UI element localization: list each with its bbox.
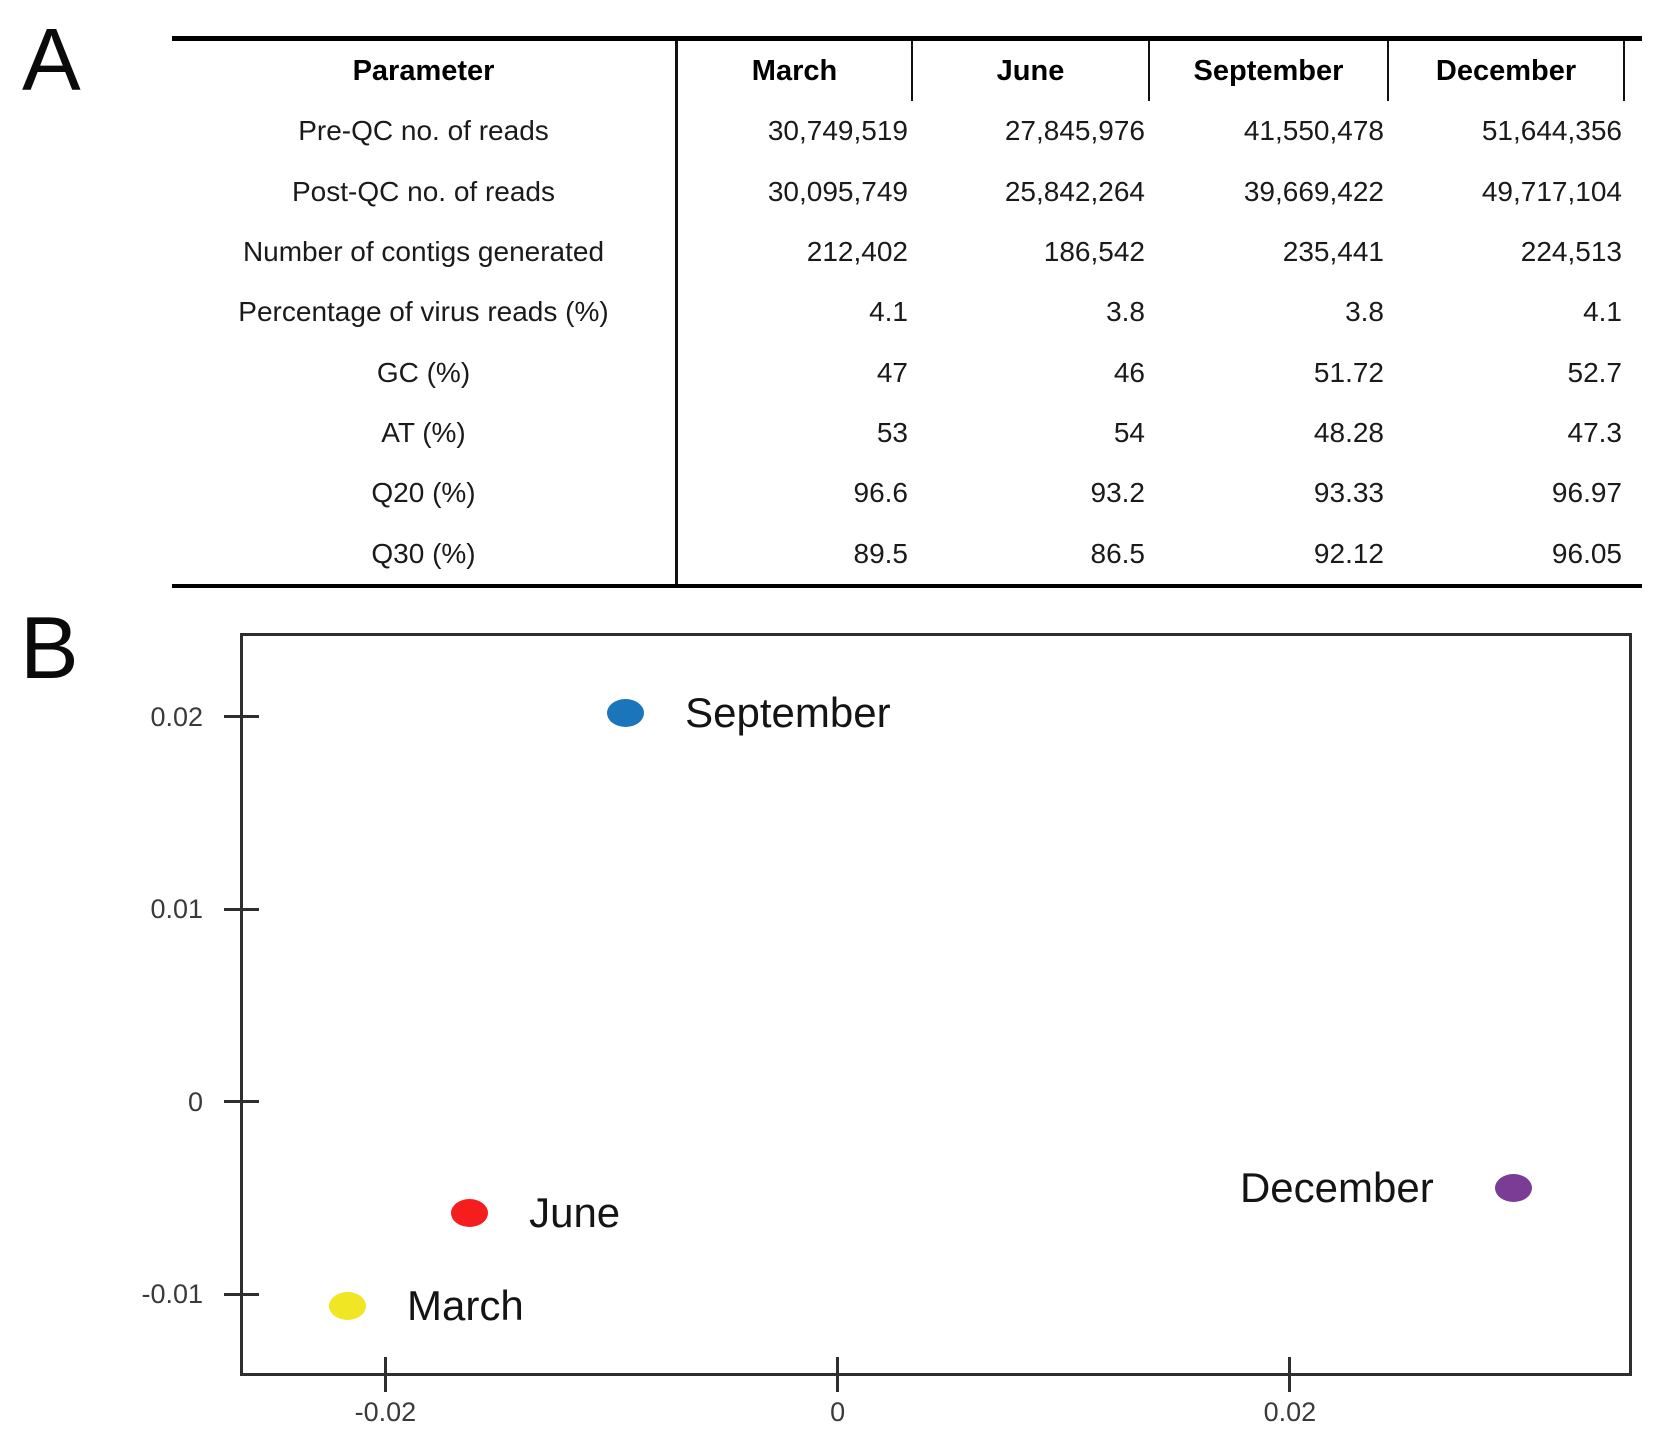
data-point-december	[1495, 1174, 1533, 1203]
header-stub	[1625, 41, 1642, 101]
table-cell: 96.97	[1551, 477, 1622, 509]
table-cell: 52.7	[1567, 356, 1623, 388]
table-cell: 30,749,519	[767, 115, 908, 147]
y-tick-label: 0	[187, 1086, 203, 1117]
table-cell: 46	[1113, 356, 1145, 388]
table-cell: 25,842,264	[1004, 175, 1145, 207]
y-tick	[224, 1100, 259, 1104]
data-point-june	[450, 1199, 488, 1228]
panel-a-label: A	[22, 10, 81, 109]
table-cell: 96.6	[853, 477, 909, 509]
table-cell: 27,845,976	[1004, 115, 1145, 147]
row-stub	[1625, 403, 1642, 463]
table-cell: 51.72	[1313, 356, 1384, 388]
row-label: GC (%)	[172, 342, 678, 403]
column-header: December	[1387, 41, 1625, 101]
table-cell: 48.28	[1313, 417, 1384, 449]
row-stub	[1625, 161, 1642, 221]
table-cell: 93.33	[1313, 477, 1384, 509]
row-stub	[1625, 343, 1642, 403]
y-tick	[224, 907, 259, 911]
table-cell: 49,717,104	[1481, 175, 1622, 207]
row-stub	[1625, 222, 1642, 282]
table-cell: 54	[1113, 417, 1145, 449]
data-point-march	[328, 1291, 366, 1320]
x-tick	[1288, 1357, 1292, 1392]
x-tick-label: 0	[830, 1397, 846, 1427]
table-cell: 235,441	[1282, 235, 1384, 267]
row-label: Q30 (%)	[172, 523, 678, 584]
point-label-december: December	[1239, 1164, 1434, 1212]
table-cell: 3.8	[1345, 296, 1384, 328]
table-cell: 3.8	[1106, 296, 1145, 328]
table-cell: 30,095,749	[767, 175, 908, 207]
y-tick	[224, 715, 259, 719]
table-cell: 4.1	[1583, 296, 1622, 328]
table-cell: 212,402	[806, 235, 908, 267]
table-cell: 86.5	[1090, 537, 1146, 569]
qc-table: Parameter March June September December Pre-Q…	[172, 36, 1642, 588]
column-header: June	[911, 41, 1148, 101]
row-label: Post-QC no. of reads	[172, 161, 678, 222]
y-tick-label: -0.01	[141, 1279, 203, 1310]
x-tick	[383, 1357, 387, 1392]
row-stub	[1625, 524, 1642, 584]
row-label: Q20 (%)	[172, 463, 678, 524]
data-point-september	[606, 698, 644, 727]
table-cell: 53	[876, 417, 908, 449]
table-cell: 41,550,478	[1243, 115, 1384, 147]
panel-b-label: B	[20, 598, 79, 697]
point-label-september: September	[685, 688, 891, 736]
table-cell: 186,542	[1043, 235, 1145, 267]
param-header: Parameter	[172, 41, 678, 101]
row-label: Number of contigs generated	[172, 221, 678, 283]
column-header: September	[1148, 41, 1387, 101]
table-cell: 51,644,356	[1481, 115, 1622, 147]
row-stub	[1625, 463, 1642, 523]
point-label-march: March	[407, 1281, 524, 1329]
row-stub	[1625, 101, 1642, 161]
table-cell: 96.05	[1551, 537, 1622, 569]
x-tick-label: -0.02	[354, 1397, 417, 1427]
table-cell: 4.1	[869, 296, 908, 328]
y-tick-label: 0.01	[150, 894, 203, 925]
table-cell: 92.12	[1313, 537, 1384, 569]
x-tick-label: 0.02	[1263, 1397, 1317, 1427]
row-stub	[1625, 282, 1642, 342]
row-label: Pre-QC no. of reads	[172, 101, 678, 162]
table-cell: 39,669,422	[1243, 175, 1384, 207]
y-tick	[224, 1292, 259, 1296]
scatter-plot: 0.02 0.01 0 -0.01 -0.02 0 0.02 September June Mar…	[141, 633, 1632, 1427]
table-cell: 89.5	[853, 537, 909, 569]
x-tick	[836, 1357, 840, 1392]
point-label-june: June	[529, 1189, 621, 1237]
table-cell: 93.2	[1090, 477, 1146, 509]
table-cell: 47	[876, 356, 908, 388]
row-label: AT (%)	[172, 402, 678, 464]
y-tick-label: 0.02	[150, 701, 203, 732]
row-label: Percentage of virus reads (%)	[172, 282, 678, 343]
column-header: March	[751, 54, 838, 87]
table-cell: 47.3	[1567, 417, 1623, 449]
table-cell: 224,513	[1520, 235, 1622, 267]
